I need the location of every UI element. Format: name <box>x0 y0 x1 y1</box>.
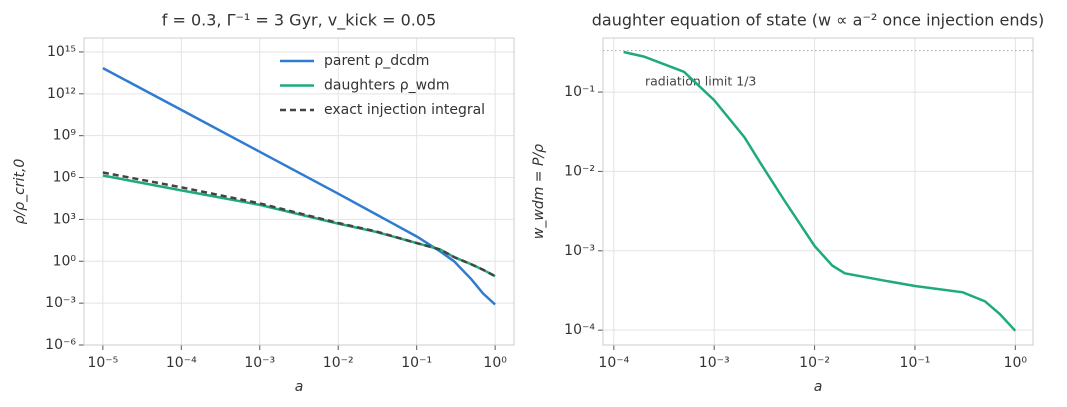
y-tick-label: 10⁻⁴ <box>564 322 595 338</box>
annotation: radiation limit 1/3 <box>645 74 756 89</box>
y-tick-label: 10⁶ <box>53 170 77 186</box>
y-tick-label: 10³ <box>53 211 76 227</box>
y-tick-label: 10¹⁵ <box>47 44 76 60</box>
series-line <box>102 66 496 306</box>
x-tick-label: 10⁻⁴ <box>598 355 629 371</box>
x-tick-label: 10⁻³ <box>699 355 730 371</box>
x-tick-label: 10⁻² <box>323 355 354 371</box>
series-line <box>102 171 496 278</box>
plot-frame <box>83 37 515 346</box>
x-tick-label: 10⁻¹ <box>900 355 931 371</box>
legend-label: exact injection integral <box>324 102 485 118</box>
legend-label: daughters ρ_wdm <box>324 78 450 94</box>
x-tick-label: 10⁰ <box>483 355 507 371</box>
y-axis-label: w_wdm = P/ρ <box>531 144 547 239</box>
y-tick-label: 10⁹ <box>53 128 77 144</box>
legend-label: parent ρ_dcdm <box>324 53 429 69</box>
y-axis-label: ρ/ρ_crit,0 <box>12 159 28 225</box>
x-tick-label: 10⁰ <box>1004 355 1028 371</box>
plot-frame <box>602 37 1034 346</box>
chart-title: f = 0.3, Γ⁻¹ = 3 Gyr, v_kick = 0.05 <box>162 11 437 31</box>
x-tick-label: 10⁻⁵ <box>87 355 118 371</box>
y-tick-label: 10⁻³ <box>45 295 76 311</box>
y-tick-label: 10⁻¹ <box>564 84 595 100</box>
y-tick-label: 10⁻² <box>564 163 595 179</box>
y-tick-label: 10⁰ <box>53 253 77 269</box>
y-tick-label: 10¹² <box>47 86 76 102</box>
y-tick-label: 10⁻³ <box>564 243 595 259</box>
x-tick-label: 10⁻⁴ <box>166 355 197 371</box>
x-axis-label: a <box>814 379 823 395</box>
x-tick-label: 10⁻² <box>799 355 830 371</box>
x-tick-label: 10⁻³ <box>244 355 275 371</box>
y-tick-label: 10⁻⁶ <box>45 337 76 353</box>
x-tick-label: 10⁻¹ <box>401 355 432 371</box>
chart-title: daughter equation of state (w ∝ a⁻² once… <box>592 11 1044 30</box>
series-line <box>623 50 1017 332</box>
x-axis-label: a <box>295 379 304 395</box>
